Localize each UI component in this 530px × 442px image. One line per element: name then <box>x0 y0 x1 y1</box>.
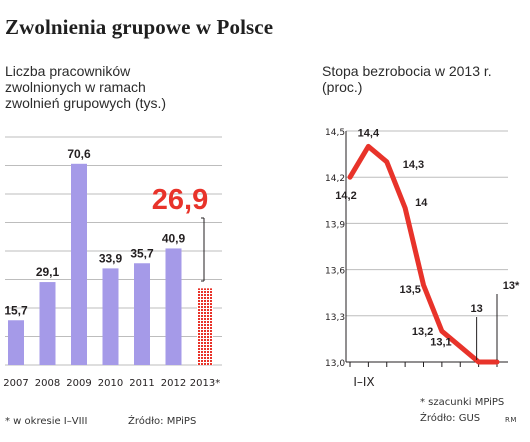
y-tick-label: 13,0 <box>325 359 345 369</box>
credit-mark: RM <box>505 416 517 424</box>
line-value-label: 14,3 <box>403 159 424 171</box>
line-value-label: 14,2 <box>335 190 356 202</box>
bar-category-label: 2013* <box>190 378 220 389</box>
bar-value-label: 40,9 <box>162 231 186 245</box>
bar-2007 <box>8 320 24 365</box>
bar-2013-estimate <box>197 288 213 365</box>
bar-value-label: 35,7 <box>130 246 154 260</box>
line-value-label: 14 <box>415 197 428 209</box>
line-value-label: 13* <box>503 280 520 292</box>
y-tick-label: 14,2 <box>325 174 345 184</box>
bar-category-label: 2012 <box>161 378 186 389</box>
y-tick-label: 14,5 <box>325 128 345 138</box>
line-footnote: * szacunki MPiPS <box>420 397 505 408</box>
bar-chart-subtitle: Liczba pracowników zwolnionych w ramach … <box>5 63 167 111</box>
bar-highlight-value: 26,9 <box>152 184 208 216</box>
line-value-label: 13,2 <box>412 326 433 338</box>
line-value-label: 14,4 <box>358 127 380 139</box>
bar-2010 <box>102 268 119 365</box>
bar-category-label: 2009 <box>66 378 91 389</box>
line-value-label: 13 <box>471 303 483 315</box>
bar-chart: 15,7 2007 29,1 2008 70,6 2009 33,9 2010 35,7 2011… <box>3 136 222 389</box>
bar-category-label: 2010 <box>98 378 123 389</box>
bar-category-label: 2011 <box>129 378 154 389</box>
bar-2012 <box>165 248 182 365</box>
line-value-label: 13,1 <box>430 337 451 349</box>
x-axis-label: I–IX <box>353 375 374 389</box>
line-value-label: 13,5 <box>400 284 421 296</box>
line-source: Źródło: GUS <box>420 413 481 424</box>
bar-category-label: 2008 <box>35 378 60 389</box>
bar-2008 <box>39 282 56 365</box>
bar-footnote: * w okresie I–VIII <box>5 416 88 427</box>
bar-value-label: 33,9 <box>99 251 123 265</box>
bar-2009 <box>71 163 87 365</box>
y-tick-label: 13,6 <box>325 267 345 277</box>
bar-category-label: 2007 <box>3 378 28 389</box>
bar-value-label: 15,7 <box>4 303 28 317</box>
chart-title: Zwolnienia grupowe w Polsce <box>5 15 274 39</box>
bar-value-label: 70,6 <box>67 147 91 161</box>
bar-source: Źródło: MPiPS <box>128 416 197 427</box>
bar-value-label: 29,1 <box>36 265 60 279</box>
line-chart: 13,0 13,3 13,6 13,9 14,2 14,5 I–IX 14,2 14,4 14,3… <box>325 127 520 389</box>
y-tick-label: 13,3 <box>325 313 345 323</box>
y-tick-label: 13,9 <box>325 220 345 230</box>
bar-2011 <box>134 263 150 365</box>
line-chart-subtitle: Stopa bezrobocia w 2013 r. (proc.) <box>322 63 492 95</box>
